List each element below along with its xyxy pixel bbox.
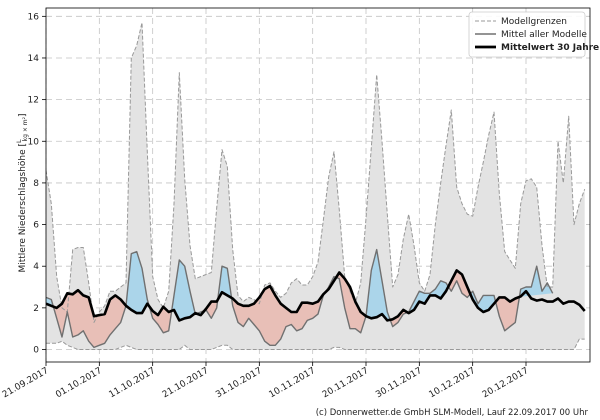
area-trockener <box>495 296 520 331</box>
legend-label-clim-mean: Mittelwert 30 Jahre <box>501 43 599 53</box>
y-tick-label: 10 <box>28 137 40 147</box>
legend-label-model-mean: Mittel aller Modelle <box>501 30 587 40</box>
area-wetter <box>519 266 553 297</box>
area-wetter <box>366 249 391 321</box>
model-mean-line <box>46 248 554 349</box>
area-trockener <box>231 286 326 346</box>
y-axis-label-end: ] <box>18 113 28 117</box>
area-trockener <box>53 290 126 348</box>
y-axis-unit-numerator: L <box>15 139 23 143</box>
credit-text: (c) Donnerwetter.de GmbH SLM-Modell, Lau… <box>316 408 589 418</box>
lower-limit-line <box>46 338 585 350</box>
y-axis-ticks: 0 2 4 6 8 10 12 14 16 <box>28 12 46 356</box>
plot-frame <box>45 7 591 363</box>
y-tick-label: 14 <box>28 54 40 64</box>
area-wetter <box>126 251 150 314</box>
y-tick-label: 6 <box>33 221 39 231</box>
legend: Modellgrenzen Mittel aller Modelle Mitte… <box>468 11 599 58</box>
y-tick-label: 12 <box>28 96 39 106</box>
plot-lines <box>46 22 586 350</box>
area-wetter <box>470 291 496 312</box>
y-axis-label-main: Mittlere Niederschlagshöhe [ <box>18 143 28 273</box>
y-tick-label: 0 <box>33 346 39 356</box>
y-axis-label: Mittlere Niederschlagshöhe [Lkg × m²] <box>15 113 29 272</box>
legend-label-limits: Modellgrenzen <box>501 17 567 27</box>
svg-text:Mittlere Niederschlagshöhe [Lk: Mittlere Niederschlagshöhe [Lkg × m²] <box>15 113 29 272</box>
y-tick-label: 2 <box>33 304 39 314</box>
legend-box <box>468 11 586 58</box>
y-tick-label: 16 <box>28 12 40 22</box>
y-axis-unit-denominator: kg × m² <box>22 116 29 141</box>
upper-limit-line <box>46 22 586 323</box>
area-trockener <box>336 272 366 333</box>
y-tick-label: 4 <box>33 262 39 272</box>
y-tick-label: 8 <box>33 179 39 189</box>
area-trockener <box>204 299 218 319</box>
clim-mean-line <box>46 269 586 322</box>
